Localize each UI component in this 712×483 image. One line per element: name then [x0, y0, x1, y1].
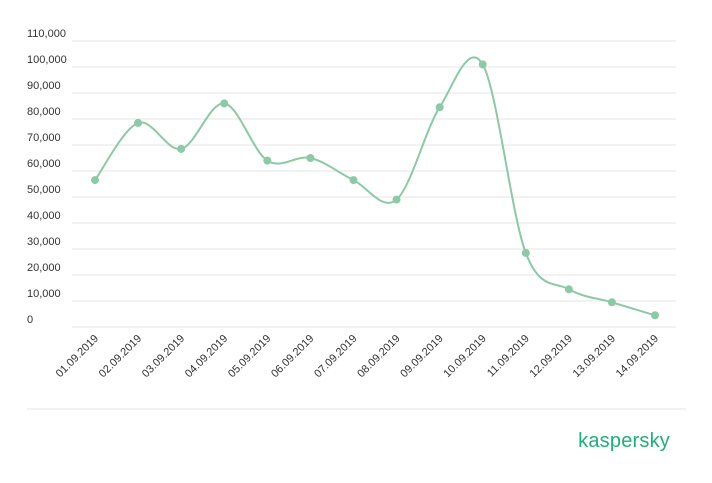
data-point: [607, 298, 616, 307]
data-point: [263, 156, 272, 165]
y-tick-label: 60,000: [27, 158, 61, 170]
data-point: [177, 144, 186, 153]
x-tick-label: 06.09.2019: [269, 333, 316, 380]
data-point: [392, 195, 401, 204]
y-axis-tick-labels: 0 10,000 20,000 30,000 40,000 50,000 60,000 70,…: [27, 28, 67, 326]
y-tick-label: 20,000: [27, 262, 61, 274]
kaspersky-logo: kaspersky: [578, 430, 670, 452]
x-tick-label: 11.09.2019: [485, 333, 532, 380]
x-tick-label: 07.09.2019: [312, 333, 359, 380]
y-tick-label: 50,000: [27, 184, 61, 196]
data-point: [306, 154, 315, 162]
y-tick-label: 0: [27, 314, 33, 326]
x-tick-label: 13.09.2019: [571, 333, 618, 380]
data-point: [564, 285, 573, 294]
x-tick-label: 10.09.2019: [441, 333, 488, 380]
x-axis-tick-labels: 01.09.201902.09.201903.09.201904.09.2019…: [54, 333, 661, 380]
x-tick-label: 14.09.2019: [614, 333, 661, 380]
y-tick-label: 100,000: [27, 54, 67, 66]
y-tick-label: 80,000: [27, 106, 61, 118]
y-tick-label: 40,000: [27, 210, 61, 222]
data-point: [220, 99, 229, 108]
data-point: [435, 103, 444, 112]
x-tick-label: 12.09.2019: [528, 333, 575, 380]
y-tick-label: 90,000: [27, 80, 61, 92]
x-tick-label: 04.09.2019: [183, 333, 230, 380]
x-tick-label: 01.09.2019: [54, 333, 101, 380]
data-point: [478, 60, 487, 69]
data-point: [521, 248, 530, 257]
y-tick-label: 70,000: [27, 132, 61, 144]
data-point: [349, 176, 358, 185]
x-tick-label: 03.09.2019: [140, 333, 187, 380]
x-tick-label: 08.09.2019: [355, 333, 402, 380]
y-tick-label: 30,000: [27, 236, 61, 248]
data-point: [91, 176, 99, 185]
y-tick-label: 110,000: [27, 28, 66, 40]
y-tick-label: 10,000: [27, 288, 61, 300]
x-tick-label: 05.09.2019: [226, 333, 273, 380]
x-tick-label: 02.09.2019: [97, 333, 144, 380]
data-point: [134, 118, 143, 127]
data-point: [651, 311, 659, 320]
series-line: [94, 56, 656, 317]
x-tick-label: 09.09.2019: [398, 333, 445, 380]
data-points: [91, 60, 659, 320]
gridlines: [72, 40, 676, 328]
